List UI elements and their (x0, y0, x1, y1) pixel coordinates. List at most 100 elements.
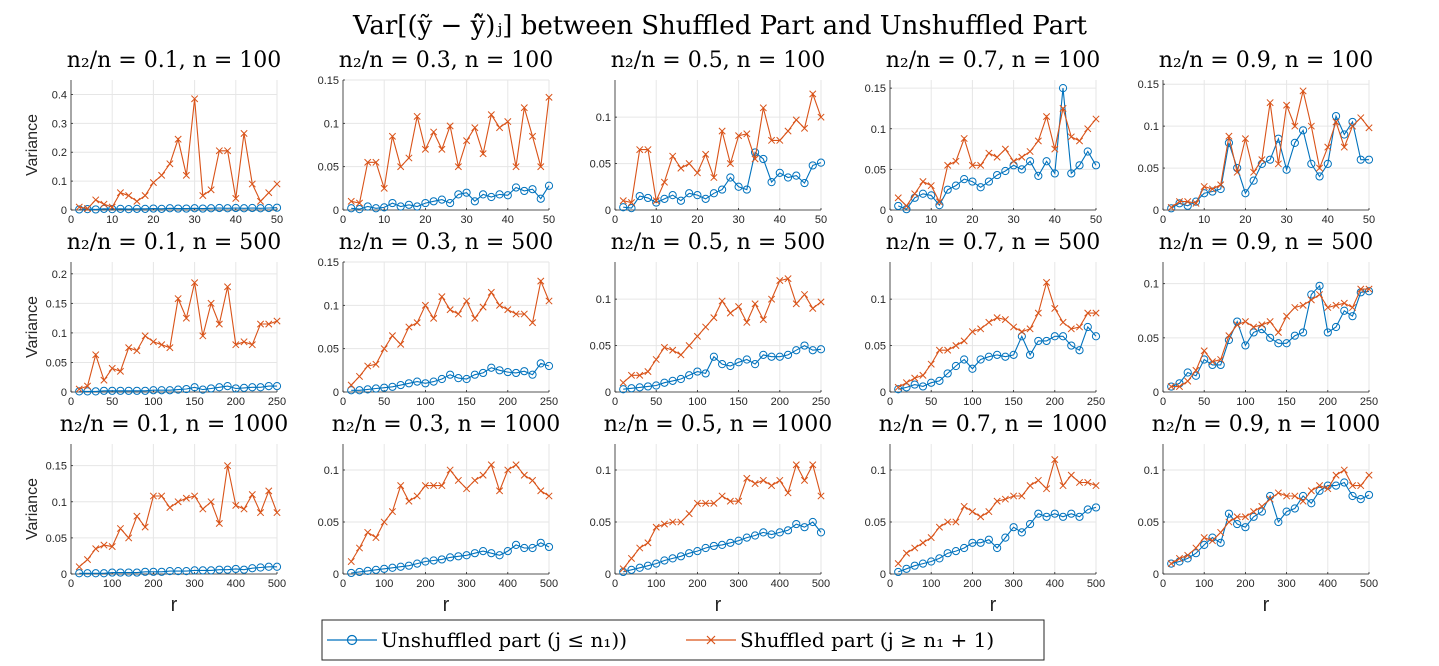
shuffled-data-point (232, 341, 240, 349)
y-tick-label: 0.3 (52, 118, 67, 130)
shuffled-data-point (1324, 485, 1332, 493)
y-tick-label: 0.2 (52, 147, 67, 159)
shuffled-data-point (894, 194, 902, 202)
x-tick-label: 500 (540, 578, 558, 590)
shuffled-data-point (545, 93, 553, 101)
shuffled-data-point (792, 116, 800, 124)
unshuffled-data-point (1249, 512, 1258, 521)
unshuffled-data-point (380, 383, 389, 392)
shuffled-data-point (902, 549, 911, 557)
x-tick-label: 400 (1319, 578, 1337, 590)
shuffled-data-point (347, 557, 355, 566)
unshuffled-data-point (968, 177, 977, 186)
shuffled-data-point (265, 487, 273, 495)
shuffled-data-point (735, 497, 743, 505)
shuffled-data-point (174, 135, 182, 143)
y-tick-label: 0 (880, 569, 886, 581)
shuffled-data-point (660, 520, 668, 528)
shuffled-data-point (800, 290, 809, 299)
y-tick-label: 0.15 (318, 75, 339, 87)
unshuffled-data-point (91, 205, 100, 214)
unshuffled-data-point (960, 175, 969, 184)
unshuffled-data-point (1348, 491, 1357, 501)
shuffled-data-point (768, 136, 776, 144)
shuffled-data-point (224, 462, 232, 470)
unshuffled-data-point (413, 202, 422, 211)
unshuffled-data-point (83, 569, 92, 578)
unshuffled-data-point (742, 533, 751, 542)
shuffled-data-point (636, 544, 644, 552)
x-tick-label: 100 (688, 396, 706, 408)
shuffled-data-point (413, 112, 421, 120)
shuffled-data-point (1225, 332, 1233, 340)
unshuffled-data-point (927, 191, 936, 200)
unshuffled-data-point (993, 170, 1002, 180)
shuffled-data-point (1283, 101, 1291, 109)
unshuffled-data-point (1257, 325, 1266, 334)
unshuffled-data-point (976, 355, 985, 364)
x-tick-label: 200 (688, 578, 706, 590)
unshuffled-data-point (223, 204, 232, 213)
x-tick-label: 150 (1004, 396, 1022, 408)
x-axis-label: r (715, 594, 722, 616)
shuffled-data-point (776, 476, 784, 484)
shuffled-data-point (669, 346, 677, 354)
shuffled-data-point (166, 344, 174, 352)
unshuffled-data-point (709, 352, 718, 361)
unshuffled-data-point (943, 369, 952, 378)
shuffled-data-point (256, 320, 265, 328)
shuffled-data-point (743, 318, 751, 326)
unshuffled-data-point (116, 568, 125, 577)
unshuffled-data-point (660, 194, 669, 203)
shuffled-data-point (619, 197, 627, 205)
unshuffled-data-point (816, 345, 826, 354)
unshuffled-data-point (1067, 509, 1076, 518)
shuffled-data-point (248, 341, 256, 349)
shuffled-data-point (935, 346, 943, 354)
unshuffled-data-point (91, 387, 100, 396)
unshuffled-data-point (1009, 350, 1018, 359)
unshuffled-data-point (816, 528, 826, 537)
shuffled-data-point (446, 122, 454, 130)
shuffled-data-point (207, 498, 215, 506)
unshuffled-data-point (1348, 312, 1357, 321)
shuffled-data-point (75, 203, 83, 211)
shuffled-data-point (768, 295, 776, 303)
unshuffled-data-point (1249, 176, 1258, 185)
legend-shuffled-marker (706, 635, 716, 645)
unshuffled-data-point (635, 383, 644, 392)
unshuffled-data-point (894, 201, 903, 211)
shuffled-data-point (1026, 325, 1034, 333)
shuffled-data-point (355, 199, 364, 207)
unshuffled-data-point (1025, 350, 1035, 359)
shuffled-data-point (1200, 534, 1208, 542)
unshuffled-data-point (182, 204, 191, 213)
shuffled-data-point (397, 340, 405, 348)
unshuffled-data-point (487, 192, 496, 202)
unshuffled-data-point (264, 562, 273, 571)
unshuffled-data-point (124, 568, 133, 577)
unshuffled-data-point (141, 204, 150, 213)
shuffled-data-point (968, 508, 976, 516)
y-tick-label: 0.15 (46, 298, 67, 310)
shuffled-data-point (919, 371, 927, 379)
unshuffled-data-point (750, 531, 760, 540)
shuffled-data-point (1217, 355, 1225, 364)
shuffled-data-point (1075, 137, 1084, 145)
shuffled-data-point (1299, 497, 1307, 505)
shuffled-data-point (751, 479, 759, 488)
unshuffled-data-point (750, 360, 760, 369)
unshuffled-data-point (1025, 519, 1035, 529)
unshuffled-data-point (446, 370, 455, 379)
shuffled-data-point (1283, 492, 1291, 500)
shuffled-data-point (248, 491, 256, 499)
unshuffled-data-point (984, 177, 993, 186)
unshuffled-data-point (1091, 161, 1101, 170)
shuffled-data-point (1001, 316, 1009, 324)
shuffled-data-point (1067, 325, 1075, 333)
unshuffled-data-point (643, 193, 653, 203)
shuffled-data-point (1200, 182, 1208, 191)
x-tick-label: 50 (1198, 396, 1210, 408)
unshuffled-data-point (1083, 505, 1092, 514)
unshuffled-data-point (792, 171, 801, 180)
